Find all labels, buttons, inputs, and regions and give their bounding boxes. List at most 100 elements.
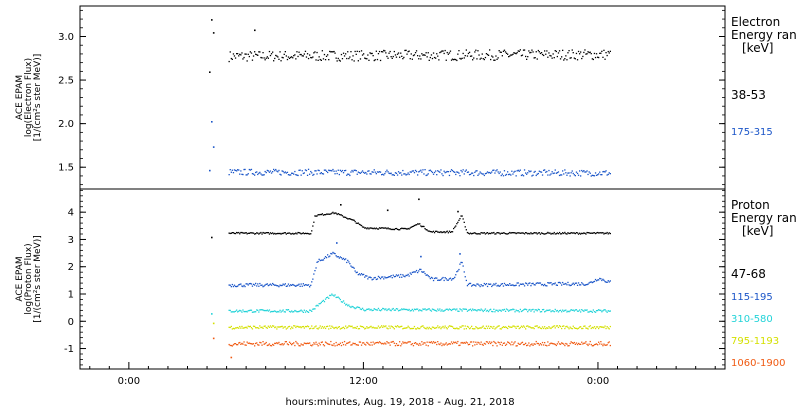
data-point [389, 50, 391, 53]
data-point [231, 58, 233, 60]
data-point [275, 284, 277, 286]
data-point [405, 308, 407, 311]
data-point [246, 327, 248, 329]
data-point [408, 308, 410, 311]
data-point [601, 279, 603, 282]
data-point [284, 51, 286, 53]
data-point [327, 171, 329, 174]
data-point [482, 58, 484, 60]
data-point [309, 173, 311, 175]
data-point [507, 327, 509, 330]
data-point [602, 310, 604, 312]
data-point [238, 342, 240, 344]
data-point [551, 326, 553, 328]
data-point [303, 327, 305, 329]
data-point [449, 50, 452, 52]
data-point [285, 285, 287, 287]
data-point [279, 51, 281, 53]
data-point [254, 233, 256, 235]
data-point [555, 310, 557, 312]
data-point [466, 171, 469, 173]
data-point [602, 278, 604, 280]
data-point [234, 169, 237, 172]
data-point [266, 327, 268, 329]
data-point [321, 300, 323, 302]
data-point [427, 308, 429, 310]
data-point [312, 278, 314, 280]
data-point [233, 328, 236, 330]
data-point [306, 174, 309, 176]
data-point [456, 342, 458, 344]
data-point [490, 283, 492, 285]
data-point [541, 326, 544, 328]
data-point [301, 344, 303, 346]
data-point [211, 121, 213, 123]
data-point [585, 341, 587, 343]
data-point [310, 56, 312, 59]
data-point [298, 310, 300, 313]
data-point [304, 311, 307, 313]
data-point [399, 229, 401, 231]
data-point [425, 274, 427, 276]
data-point [355, 327, 357, 329]
data-point [429, 56, 431, 59]
data-point [400, 309, 402, 311]
data-point [412, 225, 415, 227]
data-point [549, 54, 551, 57]
data-point [448, 230, 451, 232]
data-point [497, 310, 499, 313]
data-point [263, 343, 265, 345]
data-point [469, 341, 472, 343]
data-point [406, 173, 408, 176]
data-point [571, 328, 573, 330]
data-point [594, 343, 597, 345]
data-point [368, 276, 370, 278]
data-point [314, 215, 316, 217]
data-point [549, 232, 551, 234]
data-point [529, 52, 531, 54]
data-point [589, 281, 591, 283]
data-point [406, 308, 408, 311]
data-point [353, 169, 355, 171]
data-point [575, 309, 578, 311]
data-point [432, 341, 435, 343]
data-point [443, 327, 445, 329]
data-point [390, 310, 392, 312]
data-point [349, 341, 351, 343]
data-point [508, 284, 510, 286]
data-point [346, 342, 348, 344]
data-point [257, 309, 259, 311]
data-point [569, 310, 571, 312]
data-point [551, 310, 553, 312]
data-point [438, 343, 440, 345]
data-point [242, 173, 244, 176]
data-point [599, 326, 601, 328]
data-point [391, 308, 393, 310]
data-point [519, 283, 521, 285]
data-point [245, 53, 247, 55]
data-point [492, 232, 494, 234]
data-point [455, 173, 457, 176]
data-point [528, 232, 530, 235]
data-point [522, 175, 525, 177]
data-point [608, 328, 610, 330]
data-point [535, 174, 537, 177]
data-point [431, 342, 434, 344]
data-point [403, 327, 405, 329]
data-point [359, 274, 362, 276]
data-point [440, 231, 442, 233]
data-point [505, 326, 508, 329]
data-point [314, 308, 316, 310]
data-point [252, 311, 255, 313]
data-point [353, 60, 355, 62]
data-point [609, 232, 611, 235]
data-point [273, 168, 275, 171]
data-point [466, 231, 469, 234]
data-point [234, 310, 237, 312]
data-point [277, 310, 279, 313]
data-point [486, 285, 489, 288]
data-point [418, 310, 420, 312]
data-point [597, 309, 599, 312]
data-point [322, 299, 325, 302]
data-point [390, 172, 392, 174]
